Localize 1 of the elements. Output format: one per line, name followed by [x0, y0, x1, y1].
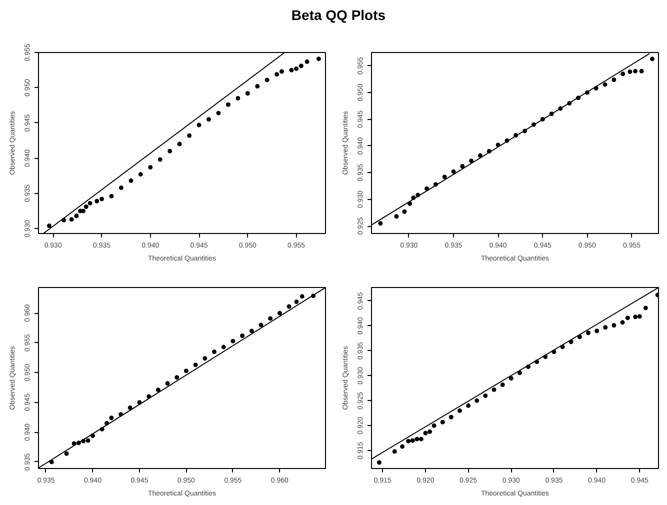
chart-title: Beta QQ Plots: [291, 6, 386, 25]
